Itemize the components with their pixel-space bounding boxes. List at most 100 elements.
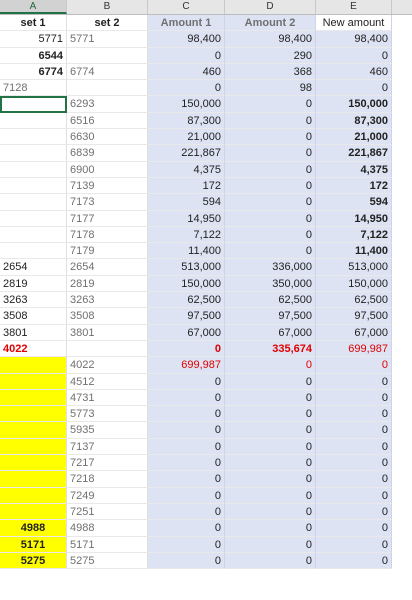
- cell-c[interactable]: 14,950: [148, 210, 225, 227]
- cell-c[interactable]: 97,500: [148, 308, 225, 325]
- cell-a[interactable]: 5171: [0, 536, 67, 553]
- cell-c[interactable]: 0: [148, 389, 225, 407]
- cell-b[interactable]: 7218: [67, 471, 148, 488]
- cell-c[interactable]: 0: [148, 536, 225, 553]
- cell-a[interactable]: [0, 194, 67, 211]
- cell-c[interactable]: 221,867: [148, 145, 225, 162]
- cell-e[interactable]: 513,000: [316, 259, 392, 276]
- cell-a[interactable]: [0, 243, 67, 260]
- cell-a[interactable]: [0, 406, 67, 423]
- cell-d[interactable]: 0: [225, 357, 316, 374]
- cell-c[interactable]: 150,000: [148, 275, 225, 293]
- cell-e[interactable]: 98,400: [316, 31, 392, 48]
- cell-d[interactable]: 0: [225, 552, 316, 570]
- cell-b[interactable]: 3263: [67, 292, 148, 309]
- cell-b[interactable]: 6839: [67, 145, 148, 162]
- cell-b[interactable]: 6293: [67, 96, 148, 113]
- cell-d[interactable]: 98,400: [225, 31, 316, 48]
- cell-e[interactable]: 594: [316, 194, 392, 211]
- cell-a[interactable]: [0, 438, 67, 456]
- cell-b[interactable]: 7173: [67, 194, 148, 211]
- cell-c[interactable]: 0: [148, 455, 225, 472]
- cell-a[interactable]: [0, 503, 67, 521]
- cell-c[interactable]: 87,300: [148, 112, 225, 130]
- cell-c[interactable]: 0: [148, 406, 225, 423]
- cell-a[interactable]: [0, 145, 67, 162]
- cell-b[interactable]: 5773: [67, 406, 148, 423]
- cell-c[interactable]: 7,122: [148, 226, 225, 244]
- cell-d[interactable]: 350,000: [225, 275, 316, 293]
- cell-a[interactable]: 3508: [0, 308, 67, 325]
- header-amount-1[interactable]: Amount 1: [148, 15, 225, 32]
- cell-b[interactable]: 4988: [67, 520, 148, 537]
- cell-a[interactable]: 3801: [0, 324, 67, 341]
- cell-e[interactable]: 0: [316, 373, 392, 390]
- cell-b[interactable]: [67, 47, 148, 64]
- cell-c[interactable]: 0: [148, 520, 225, 537]
- cell-b[interactable]: [67, 340, 148, 358]
- cell-c[interactable]: 0: [148, 438, 225, 456]
- cell-d[interactable]: 0: [225, 96, 316, 113]
- cell-b[interactable]: 7217: [67, 455, 148, 472]
- cell-b[interactable]: 5935: [67, 422, 148, 439]
- cell-a[interactable]: [0, 487, 67, 504]
- cell-e[interactable]: 62,500: [316, 292, 392, 309]
- cell-c[interactable]: 0: [148, 80, 225, 97]
- cell-c[interactable]: 594: [148, 194, 225, 211]
- header-amount-2[interactable]: Amount 2: [225, 15, 316, 32]
- cell-b[interactable]: 7177: [67, 210, 148, 227]
- cell-e[interactable]: 87,300: [316, 112, 392, 130]
- cell-e[interactable]: 0: [316, 47, 392, 64]
- cell-d[interactable]: 0: [225, 422, 316, 439]
- cell-d[interactable]: 0: [225, 438, 316, 456]
- cell-c[interactable]: 67,000: [148, 324, 225, 341]
- cell-e[interactable]: 0: [316, 406, 392, 423]
- cell-a[interactable]: 4988: [0, 520, 67, 537]
- cell-a[interactable]: 5275: [0, 552, 67, 570]
- cell-e[interactable]: 0: [316, 487, 392, 504]
- cell-c[interactable]: 150,000: [148, 96, 225, 113]
- cell-e[interactable]: 67,000: [316, 324, 392, 341]
- cell-a[interactable]: [0, 357, 67, 374]
- cell-d[interactable]: 0: [225, 536, 316, 553]
- cell-d[interactable]: 335,674: [225, 340, 316, 358]
- cell-e[interactable]: 0: [316, 389, 392, 407]
- cell-e[interactable]: 0: [316, 422, 392, 439]
- cell-d[interactable]: 0: [225, 520, 316, 537]
- cell-d[interactable]: 336,000: [225, 259, 316, 276]
- cell-e[interactable]: 150,000: [316, 275, 392, 293]
- cell-e[interactable]: 21,000: [316, 129, 392, 146]
- cell-d[interactable]: 0: [225, 471, 316, 488]
- cell-b[interactable]: 4731: [67, 389, 148, 407]
- cell-e[interactable]: 0: [316, 536, 392, 553]
- cell-e[interactable]: 0: [316, 471, 392, 488]
- cell-a[interactable]: 2654: [0, 259, 67, 276]
- column-header-a[interactable]: A: [0, 0, 67, 14]
- cell-d[interactable]: 0: [225, 373, 316, 390]
- cell-c[interactable]: 0: [148, 47, 225, 64]
- cell-d[interactable]: 0: [225, 503, 316, 521]
- cell-d[interactable]: 368: [225, 63, 316, 81]
- cell-c[interactable]: 0: [148, 373, 225, 390]
- cell-b[interactable]: 6516: [67, 112, 148, 130]
- cell-b[interactable]: 5275: [67, 552, 148, 570]
- cell-e[interactable]: 699,987: [316, 340, 392, 358]
- header-set-1[interactable]: set 1: [0, 15, 67, 32]
- cell-d[interactable]: 0: [225, 112, 316, 130]
- cell-b[interactable]: 5171: [67, 536, 148, 553]
- cell-c[interactable]: 62,500: [148, 292, 225, 309]
- cell-e[interactable]: 11,400: [316, 243, 392, 260]
- cell-e[interactable]: 0: [316, 438, 392, 456]
- cell-a[interactable]: [0, 161, 67, 178]
- header-set-2[interactable]: set 2: [67, 15, 148, 32]
- cell-e[interactable]: 460: [316, 63, 392, 81]
- cell-d[interactable]: 97,500: [225, 308, 316, 325]
- cell-e[interactable]: 172: [316, 177, 392, 195]
- cell-a[interactable]: 4022: [0, 340, 67, 358]
- header-new-amount[interactable]: New amount: [316, 15, 392, 32]
- cell-a[interactable]: 6544: [0, 47, 67, 64]
- cell-d[interactable]: 0: [225, 243, 316, 260]
- cell-d[interactable]: 0: [225, 389, 316, 407]
- cell-b[interactable]: 7178: [67, 226, 148, 244]
- cell-e[interactable]: 4,375: [316, 161, 392, 178]
